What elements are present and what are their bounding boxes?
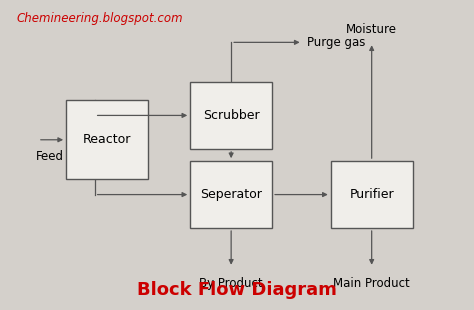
- Text: Block Flow Diagram: Block Flow Diagram: [137, 281, 337, 299]
- Bar: [66, 100, 148, 179]
- Bar: [331, 161, 413, 228]
- Text: Feed: Feed: [36, 150, 64, 163]
- Bar: [190, 82, 272, 149]
- Text: Purifier: Purifier: [349, 188, 394, 201]
- Text: Seperator: Seperator: [200, 188, 262, 201]
- Text: By Product: By Product: [200, 277, 263, 290]
- Text: Main Product: Main Product: [333, 277, 410, 290]
- Bar: [190, 161, 272, 228]
- Text: Purge gas: Purge gas: [307, 36, 365, 49]
- Text: Moisture: Moisture: [346, 23, 397, 36]
- Text: Scrubber: Scrubber: [203, 109, 259, 122]
- Text: Reactor: Reactor: [83, 133, 131, 146]
- Text: Chemineering.blogspot.com: Chemineering.blogspot.com: [17, 12, 183, 25]
